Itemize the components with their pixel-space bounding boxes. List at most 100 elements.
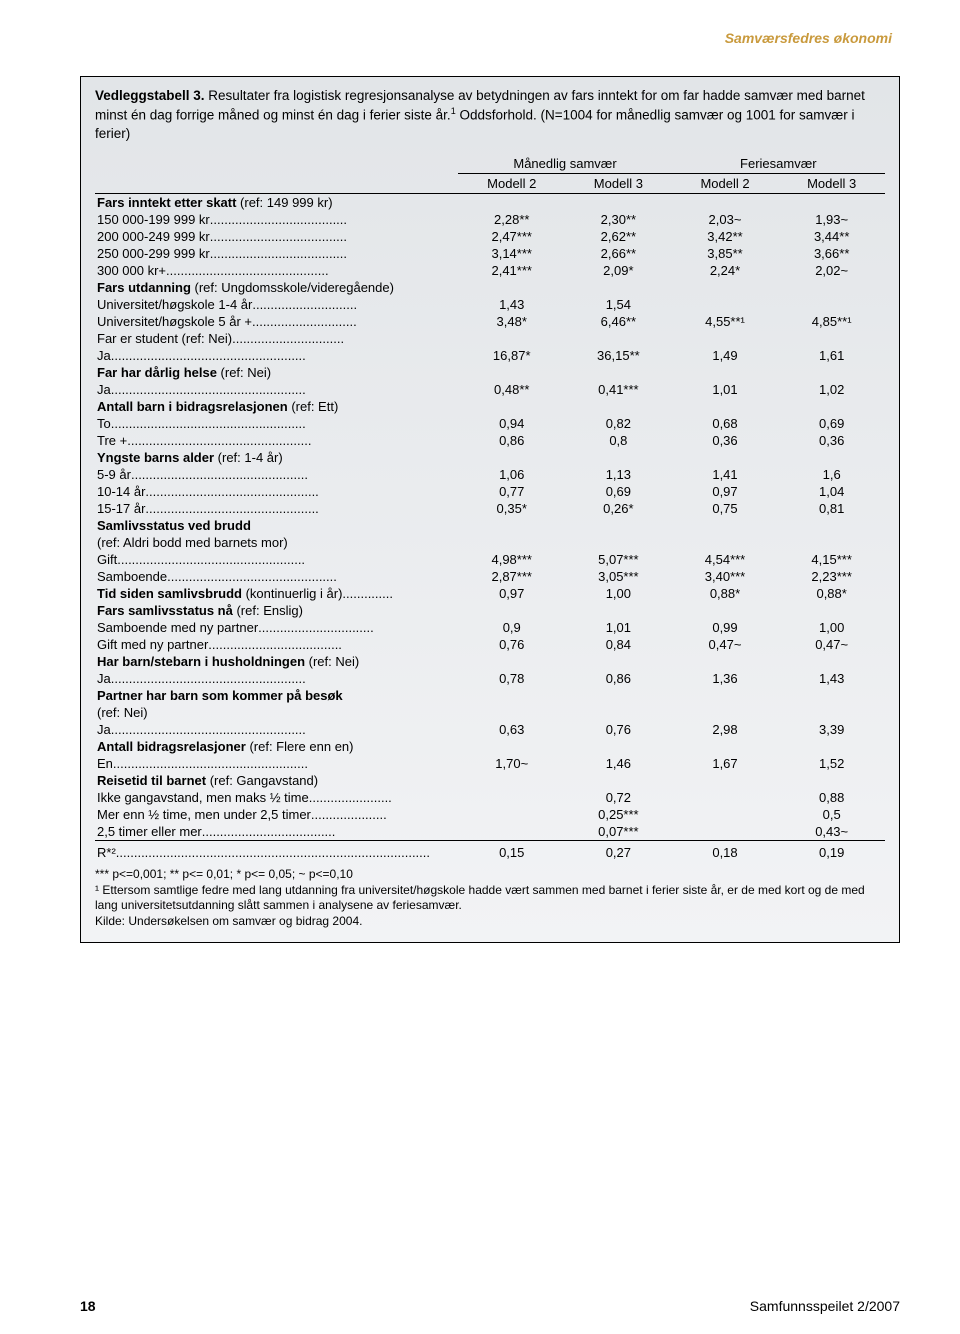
cell-value: 2,28**	[458, 211, 565, 228]
row-label: 15-17 år ...............................…	[95, 500, 458, 517]
cell-value: 2,87***	[458, 568, 565, 585]
cell-value: 0,97	[672, 483, 779, 500]
table-row: Antall barn i bidragsrelasjonen (ref: Et…	[95, 398, 885, 415]
table-row: Tid siden samlivsbrudd (kontinuerlig i å…	[95, 585, 885, 602]
row-label: 300 000 kr+ ............................…	[95, 262, 458, 279]
cell-value: 0,47~	[672, 636, 779, 653]
cell-value: 0,76	[565, 721, 672, 738]
col-model-2b: Modell 2	[672, 174, 779, 194]
cell-value	[778, 534, 885, 551]
cell-value: 4,98***	[458, 551, 565, 568]
col-group-monthly: Månedlig samvær	[458, 155, 671, 174]
cell-value: 3,42**	[672, 228, 779, 245]
cell-value: 0,5	[778, 806, 885, 823]
section-label: Yngste barns alder (ref: 1-4 år)	[95, 449, 458, 466]
cell-value	[458, 823, 565, 841]
row-label: Ja .....................................…	[95, 721, 458, 738]
cell-value	[458, 789, 565, 806]
cell-value: 3,40***	[672, 568, 779, 585]
section-label: Antall bidragsrelasjoner (ref: Flere enn…	[95, 738, 458, 755]
page-number: 18	[80, 1298, 96, 1314]
col-model-3a: Modell 3	[565, 174, 672, 194]
section-label: Fars samlivsstatus nå (ref: Enslig)	[95, 602, 458, 619]
cell-value: 0,8	[565, 432, 672, 449]
table-row: Universitet/høgskole 1-4 år ............…	[95, 296, 885, 313]
cell-value: 0,43~	[778, 823, 885, 841]
cell-value: 1,46	[565, 755, 672, 772]
r2-v2: 0,18	[672, 841, 779, 862]
table-row: Mer enn ½ time, men under 2,5 timer ....…	[95, 806, 885, 823]
row-label: Universitet/høgskole 5 år + ............…	[95, 313, 458, 330]
cell-value: 2,02~	[778, 262, 885, 279]
row-label: Samboende med ny partner ...............…	[95, 619, 458, 636]
row-label: (ref: Aldri bodd med barnets mor)	[95, 534, 458, 551]
cell-value: 0,88*	[778, 585, 885, 602]
cell-value: 1,54	[565, 296, 672, 313]
journal-ref: Samfunnsspeilet 2/2007	[750, 1298, 900, 1314]
table-row: 15-17 år ...............................…	[95, 500, 885, 517]
cell-value: 0,9	[458, 619, 565, 636]
cell-value: 0,36	[672, 432, 779, 449]
row-label: Samboende ..............................…	[95, 568, 458, 585]
cell-value: 0,41***	[565, 381, 672, 398]
cell-value: 0,76	[458, 636, 565, 653]
cell-value: 0,86	[565, 670, 672, 687]
cell-value: 1,61	[778, 347, 885, 364]
cell-value: 1,02	[778, 381, 885, 398]
table-row: 200 000-249 999 kr .....................…	[95, 228, 885, 245]
section-label: Samlivsstatus ved brudd	[95, 517, 458, 534]
cell-value: 2,98	[672, 721, 779, 738]
table-row: To .....................................…	[95, 415, 885, 432]
table-row: 250 000-299 999 kr .....................…	[95, 245, 885, 262]
cell-value: 1,04	[778, 483, 885, 500]
cell-value: 4,15***	[778, 551, 885, 568]
cell-value	[672, 806, 779, 823]
table-row: Har barn/stebarn i husholdningen (ref: N…	[95, 653, 885, 670]
cell-value: 0,81	[778, 500, 885, 517]
cell-value: 0,77	[458, 483, 565, 500]
cell-value: 1,6	[778, 466, 885, 483]
cell-value: 0,97	[458, 585, 565, 602]
table-row: Ja .....................................…	[95, 347, 885, 364]
appendix-table: Vedleggstabell 3. Resultater fra logisti…	[80, 76, 900, 943]
cell-value: 0,68	[672, 415, 779, 432]
row-label: 250 000-299 999 kr .....................…	[95, 245, 458, 262]
table-number: Vedleggstabell 3.	[95, 88, 205, 103]
cell-value	[565, 534, 672, 551]
cell-value: 0,99	[672, 619, 779, 636]
table-row: Far er student (ref: Nei) ..............…	[95, 330, 885, 347]
section-header: Samværsfedres økonomi	[80, 30, 900, 46]
table-row: Yngste barns alder (ref: 1-4 år)	[95, 449, 885, 466]
r2-v0: 0,15	[458, 841, 565, 862]
cell-value: 0,72	[565, 789, 672, 806]
cell-value	[672, 330, 779, 347]
cell-value: 6,46**	[565, 313, 672, 330]
col-model-3b: Modell 3	[778, 174, 885, 194]
footnote-1: ¹ Ettersom samtlige fedre med lang utdan…	[95, 883, 885, 914]
cell-value: 2,23***	[778, 568, 885, 585]
row-label: Tid siden samlivsbrudd (kontinuerlig i å…	[95, 585, 458, 602]
cell-value: 0,69	[778, 415, 885, 432]
cell-value	[778, 330, 885, 347]
cell-value	[778, 704, 885, 721]
cell-value: 1,41	[672, 466, 779, 483]
footnote-sig: *** p<=0,001; ** p<= 0,01; * p<= 0,05; ~…	[95, 867, 885, 883]
cell-value: 1,43	[458, 296, 565, 313]
table-row: Reisetid til barnet (ref: Gangavstand)	[95, 772, 885, 789]
cell-value: 3,66**	[778, 245, 885, 262]
table-row: Ja .....................................…	[95, 721, 885, 738]
row-label: Gift ...................................…	[95, 551, 458, 568]
row-label: Mer enn ½ time, men under 2,5 timer ....…	[95, 806, 458, 823]
cell-value: 2,47***	[458, 228, 565, 245]
row-label: Ja .....................................…	[95, 670, 458, 687]
cell-value	[778, 296, 885, 313]
col-model-2a: Modell 2	[458, 174, 565, 194]
cell-value: 3,85**	[672, 245, 779, 262]
table-footnotes: *** p<=0,001; ** p<= 0,01; * p<= 0,05; ~…	[95, 867, 885, 929]
section-label: Reisetid til barnet (ref: Gangavstand)	[95, 772, 458, 789]
row-label: Tre + ..................................…	[95, 432, 458, 449]
cell-value	[458, 806, 565, 823]
cell-value: 0,78	[458, 670, 565, 687]
r-squared-row: R*² ....................................…	[95, 841, 885, 862]
cell-value: 1,06	[458, 466, 565, 483]
